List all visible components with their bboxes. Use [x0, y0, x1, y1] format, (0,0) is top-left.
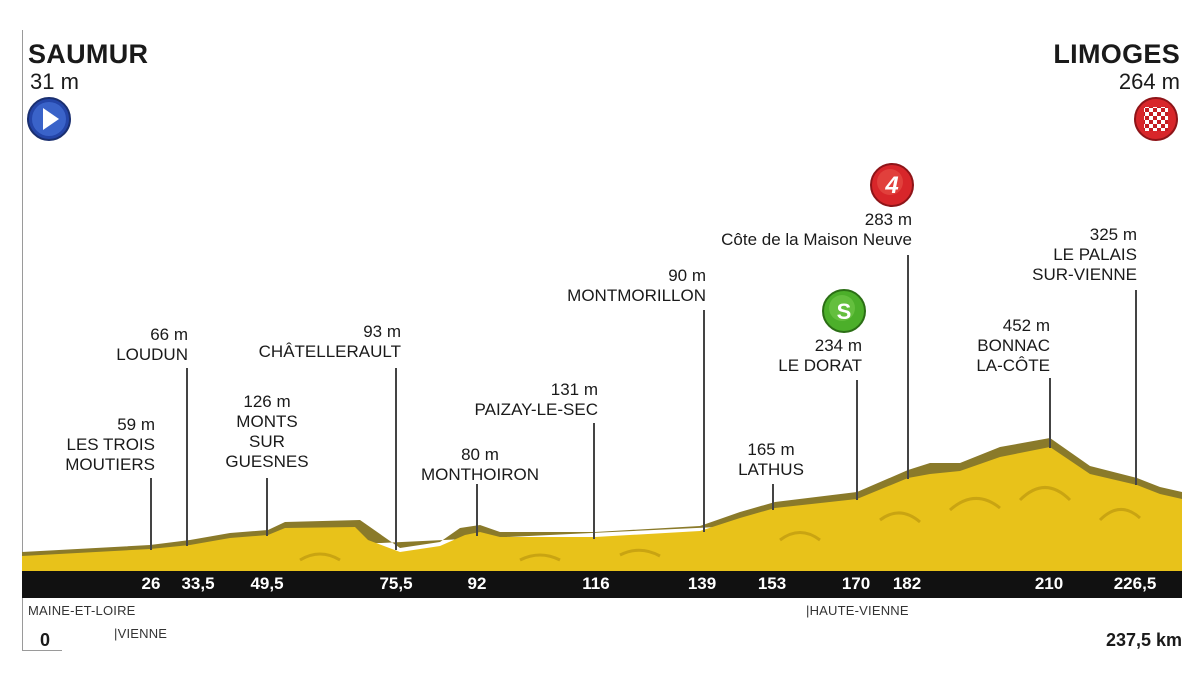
waypoint-label-chatellerault: 93 m CHÂTELLERAULT — [259, 322, 401, 362]
km-marker: 210 — [1034, 574, 1064, 593]
waypoint-label-paizay-le-sec: 131 m PAIZAY-LE-SEC — [475, 380, 598, 420]
waypoint-name: LE PALAIS — [1053, 245, 1137, 264]
waypoint-line — [1135, 290, 1137, 485]
waypoint-line — [772, 484, 774, 510]
waypoint-name: SUR — [249, 432, 285, 451]
waypoint-altitude: 93 m — [363, 322, 401, 341]
department-maine-et-loire: MAINE-ET-LOIRE — [28, 603, 136, 618]
km-marker: 226,5 — [1113, 574, 1157, 593]
waypoint-name: MONTHOIRON — [420, 465, 540, 484]
waypoint-name: CHÂTELLERAULT — [258, 342, 401, 361]
finish-city-name: LIMOGES — [1053, 39, 1180, 69]
start-altitude: 31 m — [30, 69, 79, 94]
waypoint-line — [476, 484, 478, 536]
sprint-label: S — [837, 299, 852, 324]
waypoint-name: PAIZAY-LE-SEC — [474, 400, 598, 419]
left-frame-line — [22, 30, 23, 650]
bottom-frame-line — [22, 650, 62, 651]
profile-texture — [299, 486, 1142, 562]
waypoint-altitude: 131 m — [550, 380, 598, 399]
climb-category-4-icon: 4 — [870, 163, 914, 207]
waypoint-label-le-dorat: 234 m LE DORAT — [778, 336, 862, 376]
waypoint-line — [703, 310, 705, 532]
total-distance: 237,5 km — [1105, 630, 1182, 650]
waypoint-name: LATHUS — [738, 460, 804, 479]
km-marker: 153 — [757, 574, 787, 593]
waypoint-altitude: 90 m — [668, 266, 706, 285]
waypoint-line — [186, 368, 188, 546]
start-city-name: SAUMUR — [28, 39, 149, 69]
waypoint-name: GUESNES — [225, 452, 309, 471]
km-marker: 170 — [841, 574, 871, 593]
waypoint-altitude: 452 m — [1002, 316, 1050, 335]
km-marker: 182 — [892, 574, 922, 593]
waypoint-line — [593, 423, 595, 539]
waypoint-label-le-palais-sur-vienne: 325 m LE PALAIS SUR-VIENNE — [1032, 225, 1137, 285]
waypoint-label-montmorillon: 90 m MONTMORILLON — [567, 266, 706, 306]
waypoint-altitude: 234 m — [814, 336, 862, 355]
waypoint-line — [1049, 378, 1051, 448]
waypoint-line — [907, 255, 909, 479]
km-marker: 92 — [467, 574, 487, 593]
waypoint-label-les-trois-moutiers: 59 m LES TROIS MOUTIERS — [65, 415, 155, 475]
distance-axis — [22, 571, 1182, 598]
waypoint-name: LES TROIS — [66, 435, 156, 454]
waypoint-altitude: 165 m — [747, 440, 795, 459]
waypoint-altitude: 126 m — [243, 392, 291, 411]
department-haute-vienne: |HAUTE-VIENNE — [806, 603, 909, 618]
km-marker: 139 — [687, 574, 717, 593]
waypoint-label-cote-de-la-maison-neuve: 283 m Côte de la Maison Neuve — [721, 210, 912, 250]
waypoint-name: LA-CÔTE — [976, 356, 1050, 375]
waypoint-name: LOUDUN — [116, 345, 188, 364]
intermediate-sprint-icon: S — [822, 289, 866, 333]
department-vienne: |VIENNE — [114, 626, 168, 641]
waypoint-label-lathus: 165 m LATHUS — [738, 440, 804, 480]
finish-altitude: 264 m — [1118, 69, 1180, 94]
profile-area — [22, 447, 1182, 571]
waypoint-line — [856, 380, 858, 500]
waypoint-line — [395, 368, 397, 550]
waypoint-line — [150, 478, 152, 550]
km-marker: 26 — [141, 574, 161, 593]
waypoint-altitude: 59 m — [117, 415, 155, 434]
waypoint-label-loudun: 66 m LOUDUN — [116, 325, 188, 365]
waypoint-label-monthoiron: 80 m MONTHOIRON — [421, 445, 539, 485]
km-marker: 116 — [582, 574, 610, 593]
waypoint-name: BONNAC — [977, 336, 1050, 355]
waypoint-name: LE DORAT — [778, 356, 862, 375]
waypoint-altitude: 66 m — [150, 325, 188, 344]
waypoint-label-bonnac-la-cote: 452 m BONNAC LA-CÔTE — [976, 316, 1050, 376]
climb-category-label: 4 — [884, 172, 898, 199]
waypoint-altitude: 80 m — [461, 445, 499, 464]
km-marker: 49,5 — [250, 574, 284, 593]
waypoint-name: MONTMORILLON — [567, 286, 706, 305]
waypoint-altitude: 283 m — [864, 210, 912, 229]
km-marker: 75,5 — [379, 574, 413, 593]
waypoint-altitude: 325 m — [1089, 225, 1137, 244]
km-marker: 33,5 — [181, 574, 215, 593]
waypoint-name: Côte de la Maison Neuve — [721, 230, 912, 249]
waypoint-label-monts-sur-guesnes: 126 m MONTS SUR GUESNES — [225, 392, 308, 472]
checkered-flag-icon — [1134, 97, 1178, 141]
waypoint-name: SUR-VIENNE — [1032, 265, 1137, 284]
start-km: 0 — [40, 630, 51, 650]
waypoint-line — [266, 478, 268, 536]
play-icon — [27, 97, 71, 141]
waypoint-name: MOUTIERS — [65, 455, 155, 474]
waypoint-name: MONTS — [236, 412, 298, 431]
